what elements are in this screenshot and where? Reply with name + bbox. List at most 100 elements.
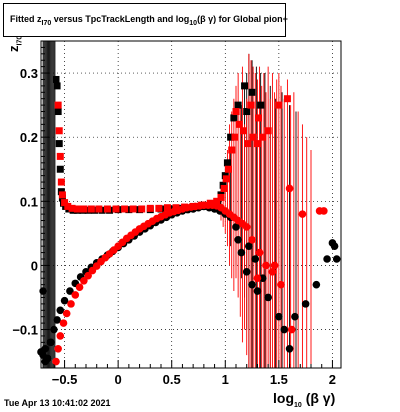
data-point-red-square <box>112 205 120 213</box>
data-point-red-circle <box>84 271 92 280</box>
data-point-black-circle <box>245 242 253 250</box>
title-middle: versus TpcTrackLength and log <box>51 14 190 24</box>
data-point-red-circle <box>277 280 285 289</box>
data-point-black-square <box>241 82 249 90</box>
data-point-red-square <box>55 127 63 135</box>
y-tick-label: −0.1 <box>12 323 38 338</box>
data-point-red-square <box>225 165 232 173</box>
data-point-red-circle <box>71 291 80 299</box>
data-point-red-square <box>253 140 261 148</box>
data-point-black-circle <box>258 274 267 283</box>
data-point-black-circle <box>50 325 58 334</box>
data-point-red-circle <box>298 210 307 218</box>
data-point-black-square <box>54 108 62 116</box>
data-point-black-circle <box>66 287 74 295</box>
data-point-red-square <box>283 95 291 103</box>
data-point-black-circle <box>56 306 65 315</box>
x-tick-label: 0.5 <box>163 372 181 387</box>
data-point-red-circle <box>262 261 270 270</box>
title-prefix: Fitted z <box>10 14 42 24</box>
data-point-black-circle <box>232 223 240 231</box>
data-point-red-square <box>163 204 171 212</box>
plot-title-box: Fitted zI70 versus TpcTrackLength and lo… <box>3 3 288 37</box>
data-point-black-square <box>55 140 63 148</box>
plot-frame <box>40 40 342 369</box>
data-point-black-square <box>56 165 64 173</box>
data-point-red-square <box>138 205 146 213</box>
y-tick-label: 0.3 <box>20 66 38 81</box>
data-point-red-square <box>57 178 65 186</box>
data-point-red-square <box>244 140 252 148</box>
data-point-red-square <box>222 175 230 183</box>
x-axis-label: log10 (β γ) <box>273 390 335 409</box>
x-tick-label: −0.5 <box>52 372 78 387</box>
data-point-red-square <box>61 199 69 207</box>
data-point-black-circle <box>248 280 256 289</box>
data-point-black-square <box>248 88 256 96</box>
x-axis-label-suffix: (β γ) <box>305 390 336 406</box>
data-point-red-square <box>87 205 95 213</box>
data-point-black-circle <box>332 255 341 263</box>
plot-title: Fitted zI70 versus TpcTrackLength and lo… <box>10 14 288 27</box>
data-point-black-square <box>230 114 238 122</box>
x-tick-label: 1.5 <box>270 372 288 387</box>
data-point-black-circle <box>46 338 55 347</box>
data-point-black-square <box>125 206 133 214</box>
x-axis-label-main: log <box>273 390 294 406</box>
data-point-black-circle <box>264 293 272 302</box>
data-point-red-circle <box>270 261 279 270</box>
data-point-black-circle <box>291 312 299 321</box>
x-axis-label-sub: 10 <box>294 401 302 409</box>
data-point-red-square <box>95 205 103 213</box>
data-point-black-square <box>52 75 60 83</box>
data-point-black-circle <box>323 255 331 263</box>
data-point-red-square <box>275 101 283 109</box>
data-point-red-square <box>73 205 81 213</box>
data-point-black-circle <box>285 344 294 353</box>
y-axis-label-main: z <box>6 45 21 53</box>
data-point-black-square <box>53 82 61 90</box>
data-point-red-circle <box>75 283 84 292</box>
axis-ticks: −0.5 0 0.5 1 1.5 2 −0.1 0 0.1 0.2 0.3 <box>12 46 336 387</box>
data-point-black-circle <box>301 300 310 308</box>
data-point-black-circle <box>237 248 246 257</box>
data-point-black-square <box>223 159 231 167</box>
data-point-red-square <box>121 205 129 213</box>
data-point-red-circle <box>59 319 68 327</box>
data-point-red-square <box>217 193 225 201</box>
data-point-red-square <box>220 184 228 192</box>
data-point-red-circle <box>54 344 62 353</box>
data-point-black-circle <box>242 268 251 276</box>
y-tick-label: 0 <box>31 258 38 273</box>
data-point-red-circle <box>287 325 296 334</box>
data-point-red-square <box>232 108 240 116</box>
data-point-red-circle <box>80 277 88 285</box>
data-point-red-square <box>228 146 236 154</box>
data-point-red-square <box>58 191 66 199</box>
data-point-red-square <box>68 204 76 212</box>
data-point-red-square <box>80 205 88 213</box>
y-axis-label-sub: I70 <box>16 35 24 46</box>
data-point-red-square <box>249 133 257 141</box>
y-axis-label: zI70 <box>6 36 24 52</box>
data-point-black-square <box>227 133 235 141</box>
data-markers <box>37 75 341 366</box>
y-tick-label: 0.1 <box>20 194 38 209</box>
data-point-red-circle <box>242 223 251 231</box>
data-point-black-circle <box>43 354 52 363</box>
data-point-red-square <box>103 205 111 213</box>
data-point-red-square <box>247 101 255 109</box>
data-point-red-square <box>231 133 239 141</box>
data-point-black-circle <box>53 316 61 324</box>
data-point-red-circle <box>285 184 294 193</box>
data-point-black-circle <box>330 242 339 250</box>
data-point-red-square <box>129 205 137 213</box>
data-point-black-circle <box>234 235 242 244</box>
data-point-black-circle <box>275 312 283 321</box>
data-point-red-square <box>64 202 72 210</box>
data-point-black-square <box>243 108 251 116</box>
data-point-red-square <box>56 152 64 160</box>
x-tick-label: 0 <box>115 372 122 387</box>
data-point-black-circle <box>312 280 321 289</box>
